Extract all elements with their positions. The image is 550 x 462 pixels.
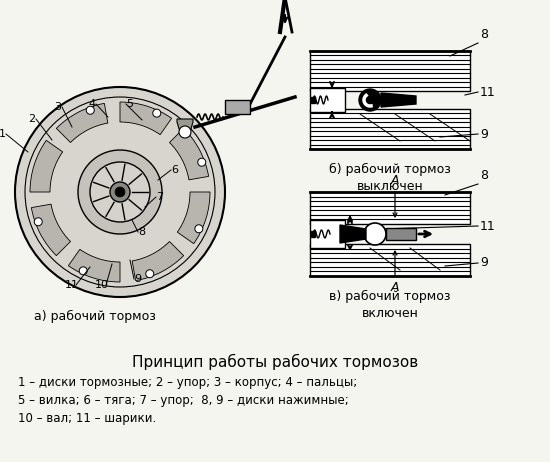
Text: 1 – диски тормозные; 2 – упор; 3 – корпус; 4 – пальцы;: 1 – диски тормозные; 2 – упор; 3 – корпу… [18, 376, 358, 389]
Wedge shape [31, 204, 70, 255]
Circle shape [78, 150, 162, 234]
Wedge shape [68, 249, 120, 282]
Text: 9: 9 [134, 274, 141, 284]
Text: 11: 11 [65, 280, 79, 290]
Polygon shape [381, 93, 416, 107]
Bar [311, 97, 315, 103]
Bar [310, 192, 470, 224]
Text: 5: 5 [126, 99, 134, 109]
Circle shape [153, 109, 161, 117]
Text: 8: 8 [480, 169, 488, 182]
Text: 6: 6 [172, 165, 179, 175]
Text: б) рабочий тормоз
выключен: б) рабочий тормоз выключен [329, 163, 451, 193]
Text: 9: 9 [480, 128, 488, 140]
Circle shape [79, 267, 87, 275]
Circle shape [15, 87, 225, 297]
Wedge shape [120, 102, 172, 134]
Text: 4: 4 [89, 99, 96, 109]
Circle shape [90, 162, 150, 222]
Text: 2: 2 [29, 114, 36, 124]
Circle shape [34, 218, 42, 226]
Text: А: А [390, 281, 399, 294]
Circle shape [198, 158, 206, 166]
Text: 11: 11 [480, 219, 496, 232]
Bar [310, 109, 470, 149]
Circle shape [359, 89, 381, 111]
Bar [311, 231, 315, 237]
Polygon shape [177, 119, 193, 132]
Polygon shape [340, 225, 366, 243]
Text: 10: 10 [95, 280, 109, 290]
Wedge shape [30, 140, 63, 192]
Wedge shape [132, 242, 184, 280]
Wedge shape [169, 128, 208, 180]
Text: а) рабочий тормоз: а) рабочий тормоз [34, 310, 156, 323]
Circle shape [364, 223, 386, 245]
Text: 11: 11 [480, 85, 496, 98]
Text: в) рабочий тормоз
включен: в) рабочий тормоз включен [329, 290, 451, 320]
Bar [310, 220, 345, 248]
Text: 8: 8 [480, 28, 488, 41]
Text: 5 – вилка; 6 – тяга; 7 – упор;  8, 9 – диски нажимные;: 5 – вилка; 6 – тяга; 7 – упор; 8, 9 – ди… [18, 394, 349, 407]
Circle shape [110, 182, 130, 202]
Text: 7: 7 [156, 192, 163, 202]
Circle shape [195, 225, 203, 233]
Circle shape [146, 270, 154, 278]
Bar [310, 244, 470, 276]
Text: 10 – вал; 11 – шарики.: 10 – вал; 11 – шарики. [18, 412, 156, 425]
Text: 1: 1 [0, 129, 6, 139]
Wedge shape [177, 192, 210, 243]
Bar [310, 88, 345, 112]
Text: 8: 8 [139, 227, 146, 237]
Wedge shape [56, 103, 108, 142]
Circle shape [86, 106, 94, 114]
Text: Принцип работы рабочих тормозов: Принцип работы рабочих тормозов [132, 354, 418, 370]
Bar [225, 100, 250, 114]
Text: А: А [390, 174, 399, 187]
Bar [310, 51, 470, 91]
Text: 9: 9 [480, 256, 488, 269]
Circle shape [179, 126, 191, 138]
Circle shape [115, 187, 125, 197]
Bar [386, 228, 416, 240]
Text: 3: 3 [54, 102, 62, 112]
